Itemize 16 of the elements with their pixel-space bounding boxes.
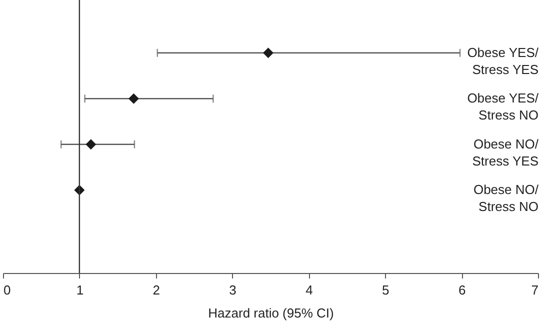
x-tick-label: 6 — [458, 282, 466, 298]
x-tick-label: 7 — [531, 282, 538, 298]
point — [262, 48, 274, 58]
x-axis-title: Hazard ratio (95% CI) — [208, 306, 334, 320]
x-tick-label: 2 — [152, 282, 160, 298]
y-tick-label: Obese NO/ Stress NO — [473, 182, 539, 214]
x-tick-label: 4 — [306, 282, 313, 298]
x-tick-label: 5 — [382, 282, 390, 298]
point — [128, 93, 139, 104]
x-tick-label: 3 — [229, 282, 236, 298]
x-tick-label: 0 — [4, 282, 11, 298]
point — [86, 139, 96, 150]
y-tick-label: Obese NO/ Stress YES — [472, 136, 539, 168]
y-tick-label: Obese YES/ Stress YES — [467, 44, 539, 77]
x-tick-label: 1 — [76, 282, 84, 298]
y-tick-label: Obese YES/ Stress NO — [467, 90, 539, 123]
